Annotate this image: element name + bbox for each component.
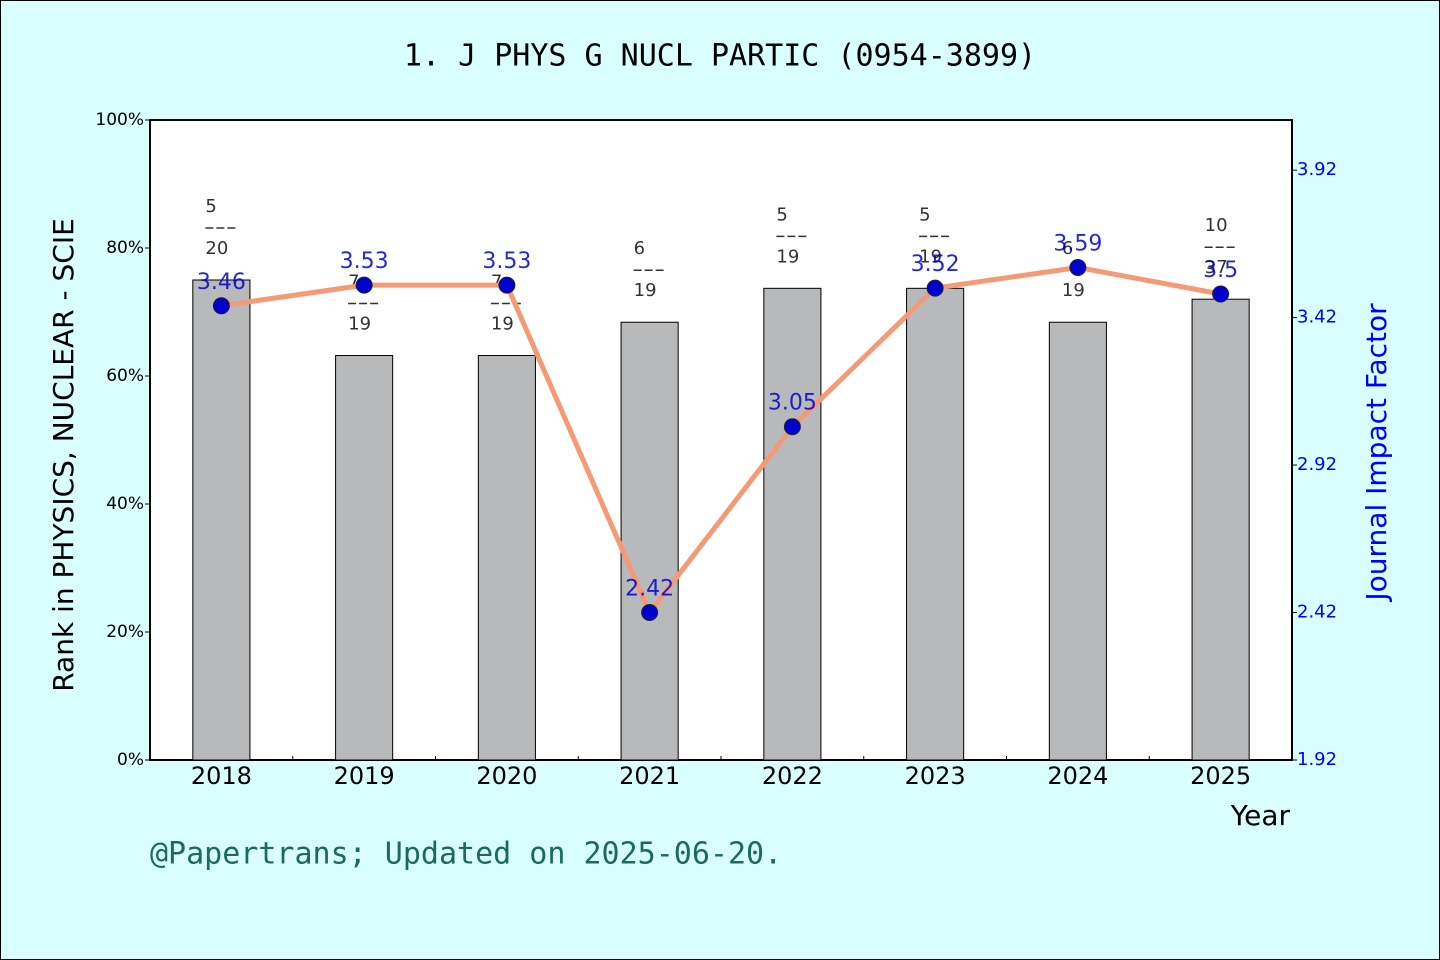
rank-total: 19 xyxy=(919,246,942,267)
y-tick-label: 60% xyxy=(106,366,144,386)
rank-total: 19 xyxy=(491,314,514,335)
rank-total: 19 xyxy=(348,314,371,335)
y-tick-label: 20% xyxy=(106,622,144,642)
rank-label: 6 xyxy=(634,238,645,259)
line xyxy=(221,264,1222,616)
plot-area xyxy=(149,119,1293,761)
point-label: 3.5 xyxy=(1203,258,1238,283)
point-label: 3.52 xyxy=(911,252,960,277)
point xyxy=(355,276,373,294)
bar xyxy=(1048,321,1107,761)
bar xyxy=(335,355,394,761)
point xyxy=(783,418,801,436)
x-tick-label: 2021 xyxy=(619,762,680,790)
rank-total: 19 xyxy=(1062,280,1085,301)
rank-total: 37 xyxy=(1205,257,1228,278)
y2-tick-label: 2.92 xyxy=(1297,454,1337,475)
x-axis-label: Year xyxy=(1230,799,1291,832)
rank-total: 20 xyxy=(205,238,228,259)
bar xyxy=(192,279,251,761)
y2-tick-label: 3.92 xyxy=(1297,159,1337,180)
y-tick-label: 100% xyxy=(95,110,144,130)
y2-tick-label: 2.42 xyxy=(1297,602,1337,623)
bar xyxy=(620,321,679,761)
y2-tick-label: 1.92 xyxy=(1297,749,1337,770)
point-label: 3.53 xyxy=(482,249,531,274)
x-tick-label: 2024 xyxy=(1047,762,1108,790)
rank-label: 6 xyxy=(1062,238,1073,259)
bar xyxy=(477,355,536,761)
bar xyxy=(906,287,965,761)
x-tick-label: 2025 xyxy=(1190,762,1251,790)
y2-axis-label: Journal Impact Factor xyxy=(1360,303,1393,603)
rank-label: 10 xyxy=(1205,215,1228,236)
y2-tick-label: 3.42 xyxy=(1297,307,1337,328)
y-axis-label: Rank in PHYSICS, NUCLEAR - SCIE xyxy=(47,218,80,692)
x-tick-label: 2023 xyxy=(905,762,966,790)
point xyxy=(926,279,944,297)
rank-total: 19 xyxy=(634,280,657,301)
bar xyxy=(1191,298,1250,761)
rank-label: 7 xyxy=(348,272,359,293)
footer: @Papertrans; Updated on 2025-06-20. xyxy=(150,837,782,872)
rank-label: 5 xyxy=(919,204,930,225)
point-label: 2.42 xyxy=(625,577,674,602)
y-tick-label: 0% xyxy=(117,750,144,770)
point xyxy=(1212,285,1230,303)
rank-label: 5 xyxy=(205,196,216,217)
point xyxy=(498,276,516,294)
point-label: 3.53 xyxy=(340,249,389,274)
point xyxy=(641,604,659,622)
point-label: 3.59 xyxy=(1053,231,1102,256)
y-tick-label: 40% xyxy=(106,494,144,514)
point xyxy=(212,297,230,315)
x-tick-label: 2018 xyxy=(191,762,252,790)
x-tick-label: 2022 xyxy=(762,762,823,790)
chart-title: 1. J PHYS G NUCL PARTIC (0954-3899) xyxy=(404,39,1036,74)
x-tick-label: 2020 xyxy=(476,762,537,790)
rank-total: 19 xyxy=(776,246,799,267)
x-tick-label: 2019 xyxy=(334,762,395,790)
y-tick-label: 80% xyxy=(106,238,144,258)
point-label: 3.46 xyxy=(197,270,246,295)
rank-label: 5 xyxy=(776,204,787,225)
rank-label: 7 xyxy=(491,272,502,293)
point-label: 3.05 xyxy=(768,391,817,416)
point xyxy=(1069,258,1087,276)
bar xyxy=(763,287,822,761)
